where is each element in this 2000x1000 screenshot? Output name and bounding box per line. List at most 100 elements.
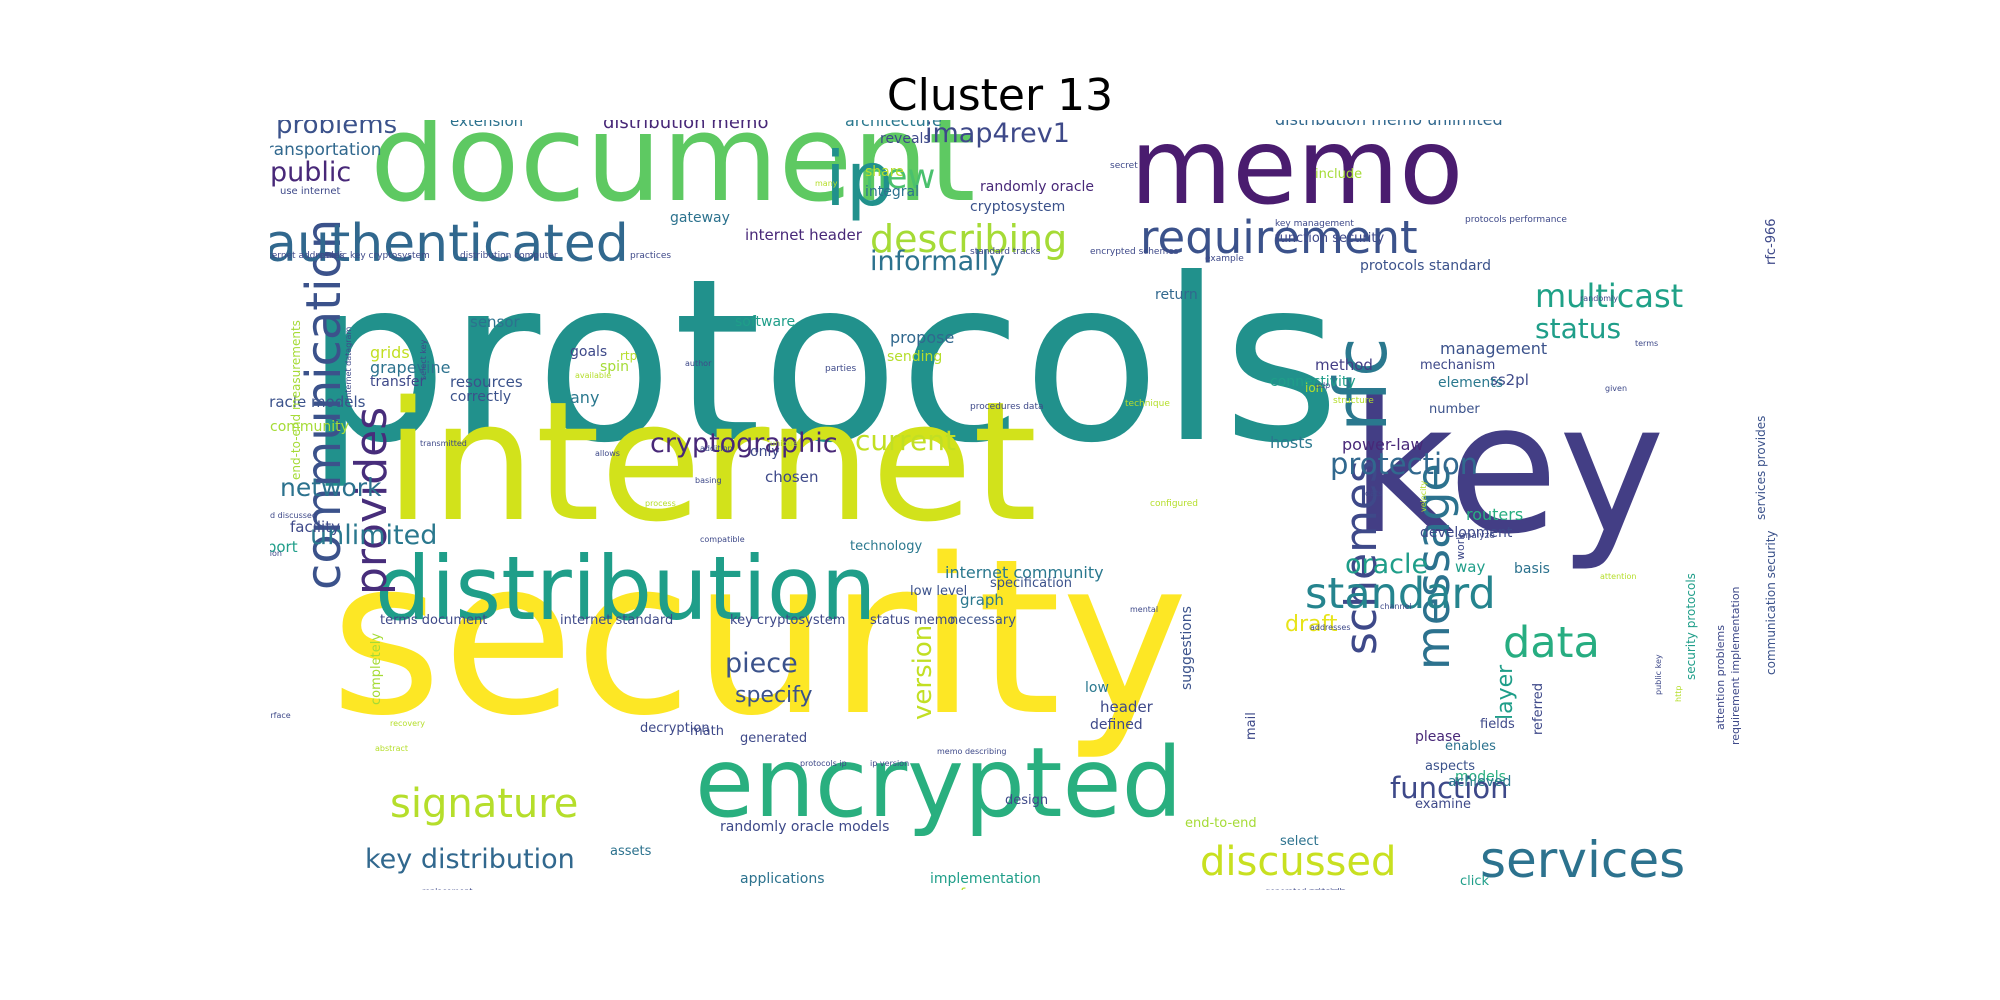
cloud-word: way (1455, 558, 1486, 576)
wordcloud-area: protocols security internet key document memo… (270, 120, 1790, 890)
cloud-word: design (1005, 793, 1049, 808)
cloud-word: examine (1415, 797, 1471, 812)
cloud-word: replacement (422, 888, 472, 891)
cloud-word: header (1100, 698, 1153, 716)
cloud-word: allows (595, 449, 620, 458)
cloud-word: distribution computer (460, 251, 558, 261)
cloud-word: practices (630, 251, 672, 261)
cloud-word: distribution memo (603, 120, 769, 133)
cloud-word: suggestions (1179, 606, 1195, 690)
cloud-word: attention problems (1714, 625, 1727, 730)
cloud-word: math (690, 724, 724, 739)
cloud-word: low level (910, 584, 968, 599)
cloud-word: udp (1315, 381, 1331, 390)
cloud-word: public key cryptosystem (320, 251, 430, 261)
cloud-word: enables (1445, 739, 1496, 754)
cloud-word: connectivity (1270, 374, 1356, 390)
cloud-word: cryptosystem (970, 199, 1066, 215)
cloud-word: function (1390, 771, 1509, 805)
cloud-word: services (1480, 831, 1686, 889)
cloud-word: decryption (640, 721, 710, 736)
cloud-word: example (1205, 254, 1244, 264)
cloud-word: click (1460, 874, 1490, 889)
cloud-word: internet (385, 366, 1038, 558)
cloud-word: terms (1635, 339, 1659, 348)
cloud-word: only (750, 444, 780, 460)
cloud-word: randomly oracle (980, 179, 1095, 195)
cloud-word: author (685, 359, 712, 368)
cloud-word: key cryptosystem (730, 613, 846, 628)
cloud-word: ion (1305, 381, 1324, 395)
cloud-word: memo (1130, 120, 1464, 228)
cloud-word: performance (935, 887, 1031, 891)
cloud-word: elements (1438, 375, 1504, 391)
cloud-word: internet standard (560, 613, 674, 628)
cloud-word: multicast (1535, 277, 1684, 315)
cloud-word: return (1155, 287, 1198, 303)
cloud-word: terms document (380, 613, 488, 628)
cloud-word: chosen (765, 468, 819, 486)
cloud-word: method (1315, 356, 1373, 374)
cloud-word: assets (610, 844, 652, 859)
cloud-word: applications (740, 871, 825, 887)
cloud-word: signature (390, 781, 579, 827)
cloud-word: support (270, 538, 298, 556)
cloud-word: fields (1480, 717, 1515, 732)
cloud-word: attention (1600, 572, 1637, 581)
cloud-word: rtp (620, 349, 638, 363)
cloud-word: reveals (880, 131, 931, 147)
cloud-word: problems (276, 120, 398, 140)
cloud-word: ss2pl (1490, 371, 1529, 389)
cloud-word: correctly (450, 389, 512, 405)
cloud-word: hosts (1270, 433, 1313, 452)
cloud-word: http (1674, 685, 1683, 702)
cloud-word: gateway (670, 210, 730, 226)
cloud-word: velocity (1419, 480, 1428, 512)
cloud-word: unique (770, 439, 798, 448)
cloud-word: mechanism (1420, 358, 1496, 373)
cloud-word: generated (740, 731, 808, 746)
cloud-word: include (1315, 167, 1363, 182)
cloud-word: share (865, 164, 904, 180)
cloud-word: procedures data (970, 402, 1044, 412)
cloud-word: ip version (870, 759, 910, 768)
cloud-word: services provides (1754, 415, 1768, 520)
cloud-word: encrypted schemes (1090, 247, 1179, 257)
cloud-word: oracle models (270, 393, 366, 411)
cloud-word: parties (825, 364, 857, 374)
cloud-word: any (570, 388, 600, 407)
cloud-word: grapevine (370, 358, 451, 377)
cloud-word: select (1280, 834, 1319, 849)
cloud-word: addresses (1310, 623, 1351, 632)
cloud-word: standard (1305, 569, 1496, 619)
cloud-word: protocols performance (1465, 215, 1567, 225)
cloud-word: many (815, 179, 838, 188)
cloud-word: standard tracks (970, 247, 1041, 257)
cloud-word: function security (1275, 231, 1385, 246)
cloud-word: implementation (930, 871, 1041, 887)
cloud-word: rfc-966 (1764, 218, 1779, 265)
cloud-word: structure (1333, 396, 1374, 406)
cloud-word: security protocols (1684, 573, 1698, 680)
cloud-word: distribution (375, 537, 877, 640)
cloud-word: protocols ip (800, 759, 847, 768)
cloud-word: graph (960, 591, 1004, 609)
cloud-word: analyze (1460, 531, 1495, 541)
cloud-word: key (1350, 365, 1666, 574)
cloud-word: draft (1285, 612, 1338, 637)
cloud-word: internet community (945, 563, 1104, 582)
cloud-word: memo describing (937, 747, 1007, 756)
cloud-word: necessary (950, 613, 1016, 628)
cloud-word: current (855, 424, 957, 457)
cloud-word: technique (1125, 399, 1170, 409)
cloud-word: generated protocols (1265, 888, 1346, 891)
cloud-word: technology (850, 539, 923, 554)
cloud-word: cognition (270, 549, 282, 558)
cloud-word: internet datagram (344, 326, 353, 400)
cloud-word: randomly (1580, 294, 1618, 303)
cloud-word: architecture (845, 120, 942, 130)
cloud-word: select key (419, 339, 428, 380)
cloud-word: mental (1130, 605, 1159, 614)
cloud-word: spin (600, 359, 629, 375)
cloud-word: key management (1275, 219, 1354, 229)
